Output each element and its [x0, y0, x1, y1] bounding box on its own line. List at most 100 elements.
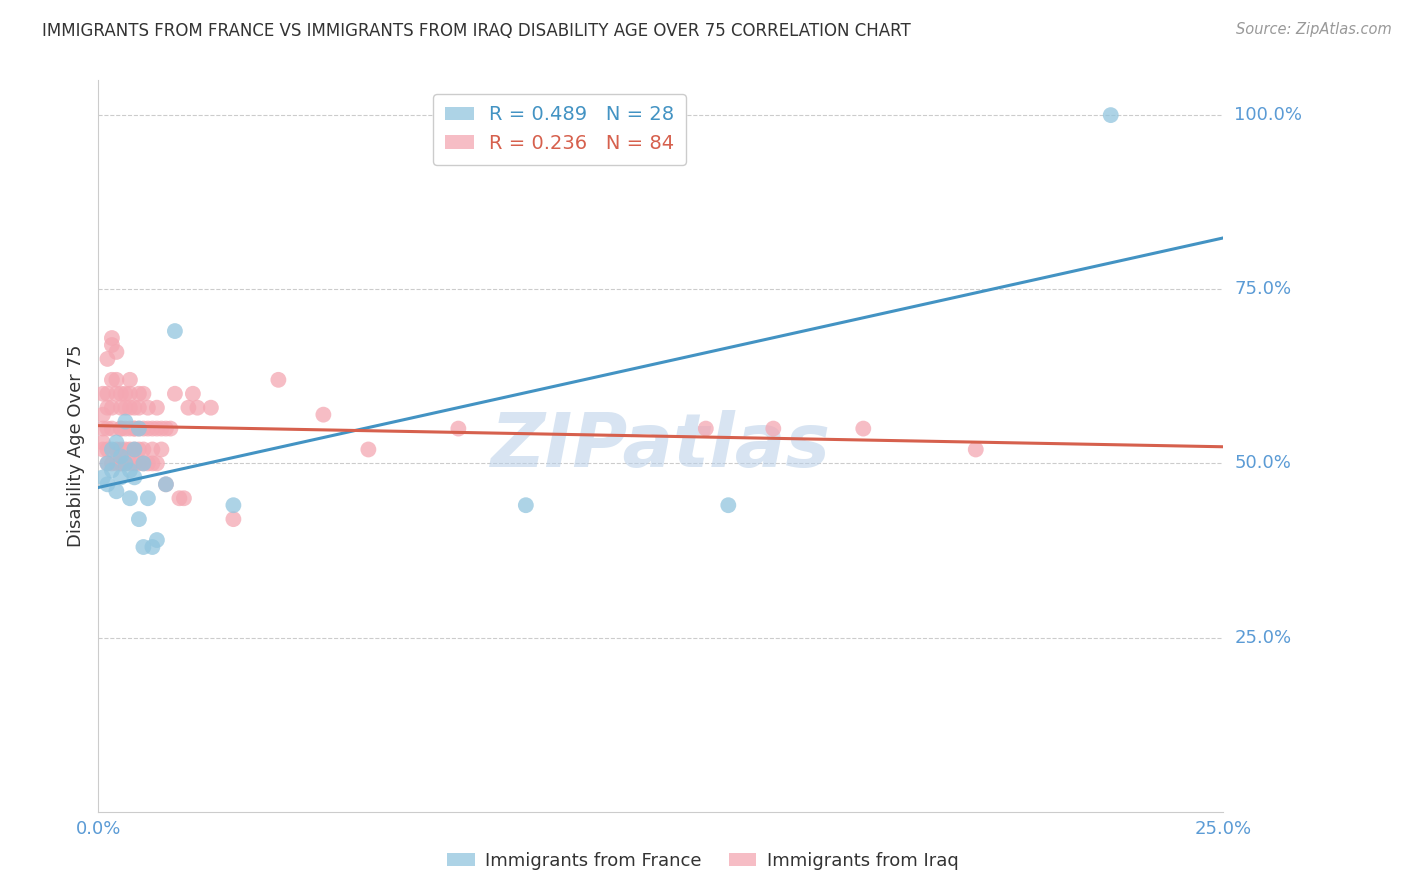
Y-axis label: Disability Age Over 75: Disability Age Over 75: [66, 344, 84, 548]
Point: [114, 386, 136, 401]
Point: [155, 477, 177, 491]
Point: [105, 345, 128, 359]
Point: [222, 498, 245, 512]
Point: [101, 442, 124, 457]
Point: [96, 457, 118, 471]
Point: [141, 442, 163, 457]
Point: [128, 421, 150, 435]
Point: [91, 442, 114, 457]
Point: [132, 386, 155, 401]
Point: [110, 421, 132, 435]
Point: [186, 401, 208, 415]
Point: [110, 457, 132, 471]
Point: [124, 401, 146, 415]
Point: [96, 401, 118, 415]
Point: [110, 470, 132, 484]
Point: [762, 421, 785, 435]
Point: [110, 442, 132, 457]
Point: [155, 477, 177, 491]
Point: [146, 533, 169, 547]
Point: [96, 477, 118, 491]
Text: 75.0%: 75.0%: [1234, 280, 1292, 298]
Point: [101, 331, 124, 345]
Point: [91, 386, 114, 401]
Point: [717, 498, 740, 512]
Point: [132, 442, 155, 457]
Point: [267, 373, 290, 387]
Point: [177, 401, 200, 415]
Point: [118, 491, 141, 506]
Point: [124, 421, 146, 435]
Point: [114, 442, 136, 457]
Point: [200, 401, 222, 415]
Point: [136, 421, 159, 435]
Text: Source: ZipAtlas.com: Source: ZipAtlas.com: [1236, 22, 1392, 37]
Point: [105, 457, 128, 471]
Point: [132, 421, 155, 435]
Point: [128, 401, 150, 415]
Point: [141, 540, 163, 554]
Point: [114, 401, 136, 415]
Point: [118, 463, 141, 477]
Point: [101, 463, 124, 477]
Point: [96, 351, 118, 366]
Point: [150, 442, 173, 457]
Point: [1099, 108, 1122, 122]
Point: [101, 457, 124, 471]
Point: [118, 457, 141, 471]
Legend: Immigrants from France, Immigrants from Iraq: Immigrants from France, Immigrants from …: [440, 845, 966, 877]
Text: 100.0%: 100.0%: [1234, 106, 1302, 124]
Point: [128, 457, 150, 471]
Point: [91, 470, 114, 484]
Point: [146, 401, 169, 415]
Point: [136, 457, 159, 471]
Point: [181, 386, 204, 401]
Point: [222, 512, 245, 526]
Point: [101, 401, 124, 415]
Point: [101, 338, 124, 352]
Point: [101, 421, 124, 435]
Point: [150, 421, 173, 435]
Text: 50.0%: 50.0%: [1234, 454, 1291, 473]
Point: [146, 421, 169, 435]
Legend: R = 0.489   N = 28, R = 0.236   N = 84: R = 0.489 N = 28, R = 0.236 N = 84: [433, 94, 686, 165]
Point: [965, 442, 987, 457]
Point: [136, 401, 159, 415]
Point: [105, 386, 128, 401]
Point: [515, 498, 537, 512]
Point: [852, 421, 875, 435]
Point: [695, 421, 717, 435]
Point: [105, 435, 128, 450]
Point: [110, 450, 132, 464]
Point: [447, 421, 470, 435]
Point: [118, 373, 141, 387]
Point: [163, 324, 186, 338]
Point: [114, 457, 136, 471]
Point: [132, 540, 155, 554]
Point: [118, 421, 141, 435]
Point: [96, 457, 118, 471]
Point: [128, 421, 150, 435]
Point: [91, 421, 114, 435]
Point: [96, 386, 118, 401]
Point: [114, 421, 136, 435]
Point: [118, 442, 141, 457]
Point: [105, 484, 128, 499]
Point: [141, 457, 163, 471]
Point: [124, 421, 146, 435]
Point: [110, 386, 132, 401]
Point: [105, 373, 128, 387]
Point: [118, 386, 141, 401]
Text: 25.0%: 25.0%: [1234, 629, 1292, 647]
Point: [114, 457, 136, 471]
Point: [357, 442, 380, 457]
Point: [124, 442, 146, 457]
Point: [91, 408, 114, 422]
Point: [124, 470, 146, 484]
Point: [169, 491, 191, 506]
Point: [159, 421, 181, 435]
Point: [128, 512, 150, 526]
Point: [114, 415, 136, 429]
Text: IMMIGRANTS FROM FRANCE VS IMMIGRANTS FROM IRAQ DISABILITY AGE OVER 75 CORRELATIO: IMMIGRANTS FROM FRANCE VS IMMIGRANTS FRO…: [42, 22, 911, 40]
Point: [110, 421, 132, 435]
